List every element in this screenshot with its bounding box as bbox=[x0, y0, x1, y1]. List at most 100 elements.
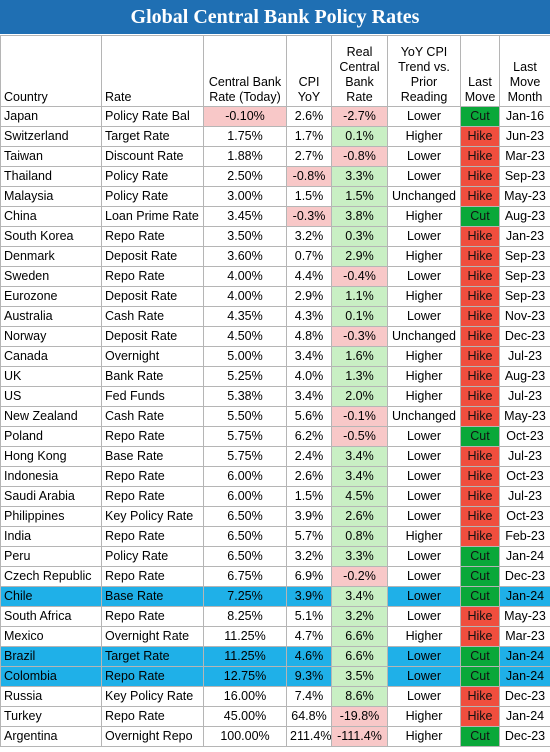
rate-cell: Repo Rate bbox=[101, 226, 204, 247]
country-cell: Colombia bbox=[0, 666, 102, 687]
last-move-month-cell: Mar-23 bbox=[499, 626, 550, 647]
last-move-month-cell: Dec-23 bbox=[499, 686, 550, 707]
last-move-cell: Hike bbox=[460, 166, 500, 187]
central-bank-rate-cell: 3.00% bbox=[203, 186, 287, 207]
rate-cell: Repo Rate bbox=[101, 566, 204, 587]
cpi-trend-cell: Higher bbox=[387, 526, 461, 547]
last-move-cell: Hike bbox=[460, 466, 500, 487]
central-bank-rate-cell: 6.50% bbox=[203, 506, 287, 527]
cpi-yoy-cell: 4.7% bbox=[286, 626, 332, 647]
country-cell: Mexico bbox=[0, 626, 102, 647]
table-body: Japan Policy Rate Bal -0.10% 2.6% -2.7% Lower… bbox=[0, 106, 550, 747]
rate-cell: Bank Rate bbox=[101, 366, 204, 387]
last-move-month-cell: Jan-23 bbox=[499, 226, 550, 247]
table-row: Chile Base Rate 7.25% 3.9% 3.4% Lower Cut Jan-2… bbox=[0, 586, 550, 607]
table-row: China Loan Prime Rate 3.45% -0.3% 3.8% Higher… bbox=[0, 206, 550, 227]
country-cell: Australia bbox=[0, 306, 102, 327]
header-last-move: Last Move bbox=[460, 35, 500, 107]
central-bank-rate-cell: 4.00% bbox=[203, 266, 287, 287]
last-move-month-cell: Dec-23 bbox=[499, 326, 550, 347]
last-move-cell: Hike bbox=[460, 286, 500, 307]
real-rate-cell: -0.1% bbox=[331, 406, 388, 427]
last-move-month-cell: Dec-23 bbox=[499, 566, 550, 587]
cpi-trend-cell: Lower bbox=[387, 506, 461, 527]
cpi-trend-cell: Unchanged bbox=[387, 406, 461, 427]
cpi-yoy-cell: 64.8% bbox=[286, 706, 332, 727]
table-row: Philippines Key Policy Rate 6.50% 3.9% 2.6% L… bbox=[0, 506, 550, 527]
cpi-trend-cell: Lower bbox=[387, 446, 461, 467]
table-row: Sweden Repo Rate 4.00% 4.4% -0.4% Lower Hike Se… bbox=[0, 266, 550, 287]
last-move-month-cell: Dec-23 bbox=[499, 726, 550, 747]
last-move-cell: Hike bbox=[460, 326, 500, 347]
cpi-yoy-cell: 2.6% bbox=[286, 466, 332, 487]
cpi-trend-cell: Lower bbox=[387, 546, 461, 567]
cpi-yoy-cell: 3.4% bbox=[286, 346, 332, 367]
table-row: Malaysia Policy Rate 3.00% 1.5% 1.5% Unchange… bbox=[0, 186, 550, 207]
table-row: South Korea Repo Rate 3.50% 3.2% 0.3% Lower Hi… bbox=[0, 226, 550, 247]
table-row: Norway Deposit Rate 4.50% 4.8% -0.3% Unchange… bbox=[0, 326, 550, 347]
cpi-yoy-cell: 2.4% bbox=[286, 446, 332, 467]
cpi-yoy-cell: 2.7% bbox=[286, 146, 332, 167]
country-cell: Switzerland bbox=[0, 126, 102, 147]
rate-cell: Repo Rate bbox=[101, 486, 204, 507]
cpi-trend-cell: Lower bbox=[387, 686, 461, 707]
country-cell: US bbox=[0, 386, 102, 407]
cpi-yoy-cell: 3.2% bbox=[286, 546, 332, 567]
central-bank-rate-cell: 6.50% bbox=[203, 546, 287, 567]
last-move-cell: Hike bbox=[460, 626, 500, 647]
header-cpi-yoy: CPI YoY bbox=[286, 35, 332, 107]
central-bank-rate-cell: 5.75% bbox=[203, 426, 287, 447]
rate-cell: Policy Rate bbox=[101, 166, 204, 187]
central-bank-rate-cell: 12.75% bbox=[203, 666, 287, 687]
country-cell: Canada bbox=[0, 346, 102, 367]
country-cell: Chile bbox=[0, 586, 102, 607]
country-cell: Poland bbox=[0, 426, 102, 447]
rate-cell: Loan Prime Rate bbox=[101, 206, 204, 227]
cpi-yoy-cell: 4.0% bbox=[286, 366, 332, 387]
last-move-cell: Hike bbox=[460, 226, 500, 247]
cpi-trend-cell: Lower bbox=[387, 466, 461, 487]
real-rate-cell: 3.3% bbox=[331, 546, 388, 567]
central-bank-rate-cell: 6.00% bbox=[203, 486, 287, 507]
table-title: Global Central Bank Policy Rates bbox=[0, 0, 550, 35]
table-row: Indonesia Repo Rate 6.00% 2.6% 3.4% Lower Hike… bbox=[0, 466, 550, 487]
last-move-cell: Hike bbox=[460, 486, 500, 507]
central-bank-rate-cell: 100.00% bbox=[203, 726, 287, 747]
rate-cell: Repo Rate bbox=[101, 666, 204, 687]
country-cell: Indonesia bbox=[0, 466, 102, 487]
rate-cell: Policy Rate bbox=[101, 546, 204, 567]
cpi-yoy-cell: 3.9% bbox=[286, 506, 332, 527]
table-row: India Repo Rate 6.50% 5.7% 0.8% Higher Hike Feb… bbox=[0, 526, 550, 547]
header-central-bank-rate: Central Bank Rate (Today) bbox=[203, 35, 287, 107]
last-move-cell: Hike bbox=[460, 406, 500, 427]
cpi-trend-cell: Unchanged bbox=[387, 326, 461, 347]
table-row: Canada Overnight 5.00% 3.4% 1.6% Higher Hike Ju… bbox=[0, 346, 550, 367]
rate-cell: Repo Rate bbox=[101, 606, 204, 627]
rate-cell: Overnight Rate bbox=[101, 626, 204, 647]
real-rate-cell: 0.3% bbox=[331, 226, 388, 247]
country-cell: UK bbox=[0, 366, 102, 387]
cpi-trend-cell: Lower bbox=[387, 166, 461, 187]
table-row: Poland Repo Rate 5.75% 6.2% -0.5% Lower Cut Oct… bbox=[0, 426, 550, 447]
last-move-cell: Hike bbox=[460, 386, 500, 407]
country-cell: Malaysia bbox=[0, 186, 102, 207]
central-bank-rate-cell: 5.25% bbox=[203, 366, 287, 387]
cpi-yoy-cell: 2.6% bbox=[286, 106, 332, 127]
central-bank-rate-cell: 2.50% bbox=[203, 166, 287, 187]
last-move-cell: Cut bbox=[460, 426, 500, 447]
rate-cell: Policy Rate Bal bbox=[101, 106, 204, 127]
table-row: Brazil Target Rate 11.25% 4.6% 6.6% Lower Cut J… bbox=[0, 646, 550, 667]
last-move-month-cell: Jan-24 bbox=[499, 646, 550, 667]
country-cell: Eurozone bbox=[0, 286, 102, 307]
last-move-cell: Hike bbox=[460, 126, 500, 147]
real-rate-cell: 4.5% bbox=[331, 486, 388, 507]
country-cell: South Africa bbox=[0, 606, 102, 627]
real-rate-cell: 6.6% bbox=[331, 646, 388, 667]
real-rate-cell: 3.4% bbox=[331, 466, 388, 487]
last-move-cell: Hike bbox=[460, 606, 500, 627]
table-row: Taiwan Discount Rate 1.88% 2.7% -0.8% Lower Hi… bbox=[0, 146, 550, 167]
real-rate-cell: -2.7% bbox=[331, 106, 388, 127]
cpi-yoy-cell: 2.9% bbox=[286, 286, 332, 307]
central-bank-rate-cell: 3.50% bbox=[203, 226, 287, 247]
last-move-month-cell: Nov-23 bbox=[499, 306, 550, 327]
